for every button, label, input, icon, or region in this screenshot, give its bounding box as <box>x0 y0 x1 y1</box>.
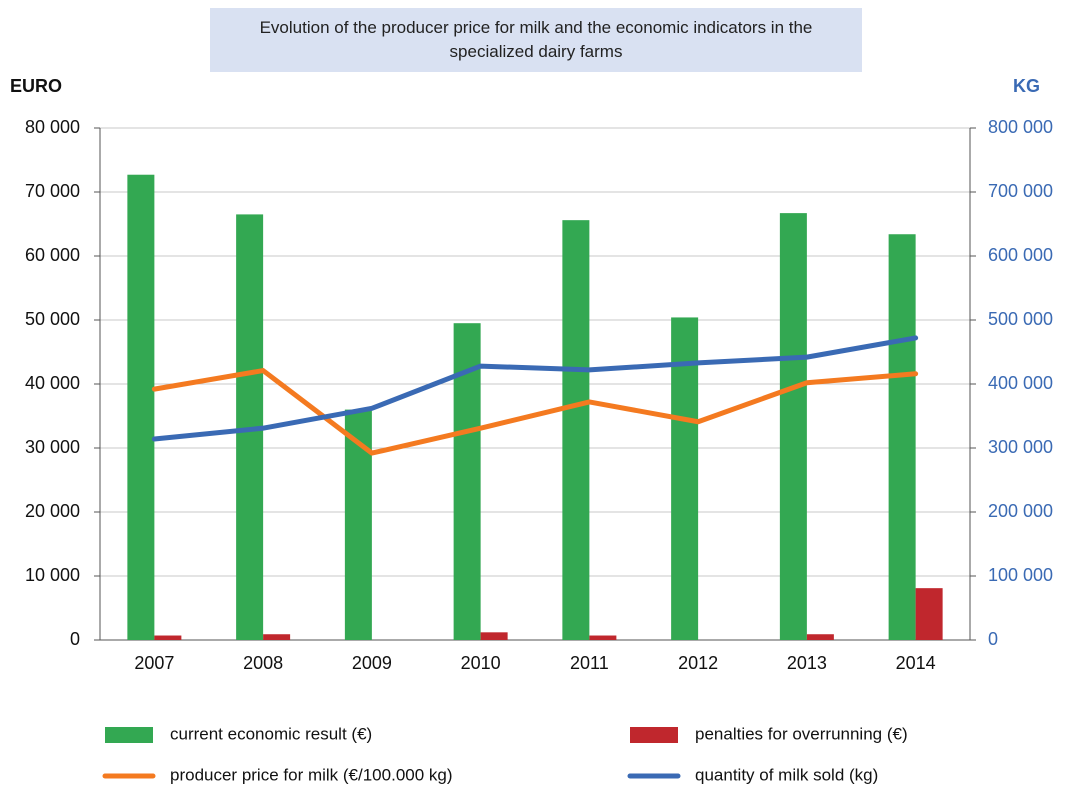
y2-tick-label: 400 000 <box>988 373 1053 393</box>
bar <box>779 213 807 640</box>
y2-tick-label: 100 000 <box>988 565 1053 585</box>
y2-tick-label: 0 <box>988 629 998 649</box>
x-tick-label: 2009 <box>352 653 392 673</box>
y-tick-label: 50 000 <box>25 309 80 329</box>
legend-label: quantity of milk sold (kg) <box>695 765 878 784</box>
y2-tick-label: 500 000 <box>988 309 1053 329</box>
y2-tick-label: 600 000 <box>988 245 1053 265</box>
bar <box>562 220 590 640</box>
bar <box>154 635 182 640</box>
y-tick-label: 60 000 <box>25 245 80 265</box>
bar <box>589 635 617 640</box>
y-tick-label: 30 000 <box>25 437 80 457</box>
y-tick-label: 20 000 <box>25 501 80 521</box>
y2-tick-label: 300 000 <box>988 437 1053 457</box>
legend-label: producer price for milk (€/100.000 kg) <box>170 765 453 784</box>
chart-title: Evolution of the producer price for milk… <box>210 8 862 72</box>
y-tick-label: 10 000 <box>25 565 80 585</box>
bar <box>915 588 943 640</box>
x-tick-label: 2013 <box>787 653 827 673</box>
x-tick-label: 2007 <box>134 653 174 673</box>
y-tick-label: 0 <box>70 629 80 649</box>
y2-axis-label: KG <box>1013 76 1040 96</box>
x-tick-label: 2008 <box>243 653 283 673</box>
bar <box>480 632 508 640</box>
legend-swatch <box>630 727 678 743</box>
x-tick-label: 2010 <box>461 653 501 673</box>
y-tick-label: 70 000 <box>25 181 80 201</box>
y2-tick-label: 700 000 <box>988 181 1053 201</box>
x-tick-label: 2011 <box>570 653 609 673</box>
y-tick-label: 80 000 <box>25 117 80 137</box>
legend-label: current economic result (€) <box>170 724 372 743</box>
bar <box>888 234 916 641</box>
line <box>151 335 919 442</box>
bar <box>806 634 834 640</box>
y-tick-label: 40 000 <box>25 373 80 393</box>
bar <box>263 634 291 640</box>
y2-tick-label: 800 000 <box>988 117 1053 137</box>
line <box>151 368 919 456</box>
x-tick-label: 2012 <box>678 653 718 673</box>
y-axis-label: EURO <box>10 76 62 96</box>
x-tick-label: 2014 <box>896 653 936 673</box>
bar <box>127 174 155 640</box>
bar <box>671 317 699 640</box>
y2-tick-label: 200 000 <box>988 501 1053 521</box>
legend-swatch <box>105 727 153 743</box>
legend-label: penalties for overrunning (€) <box>695 724 908 743</box>
